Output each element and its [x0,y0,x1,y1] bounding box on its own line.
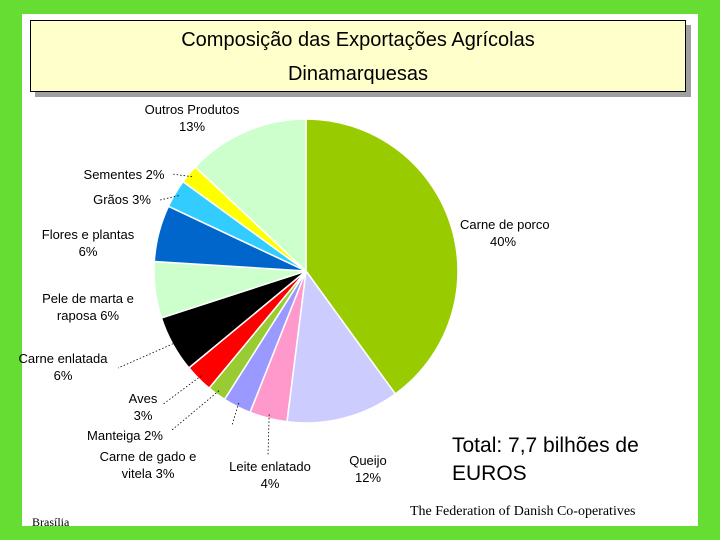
slice-label: Leite enlatado 4% [229,459,311,491]
slice-label: Carne enlatada 6% [19,351,109,383]
slice-label: Sementes 2% [84,167,165,182]
leader-line [231,402,240,426]
footer-source: The Federation of Danish Co-operatives [410,504,636,519]
slice-label: Pele de marta e raposa 6% [42,291,134,323]
chart-title-line-2: Dinamarquesas [287,63,429,85]
pie-slice-queijo [286,269,397,424]
leader-line [267,414,270,456]
leader-line [161,375,202,406]
leader-line [171,390,220,431]
slice-label: Outros Produtos 13% [145,102,240,134]
pie-slice-outros-produtos [194,118,307,273]
slice-label: Carne de porco 40% [460,217,550,249]
total-text-line-1: Total: 7,7 bilhões de [452,434,639,457]
leader-line [117,341,177,369]
total-text-line-2: EUROS [452,462,527,485]
slice-label: Manteiga 2% [87,428,163,443]
slice-label: Grãos 3% [93,192,151,207]
slice-label: Queijo 12% [349,453,387,485]
chart-title-line-1: Composição das Exportações Agrícolas [181,29,535,51]
total-text: Total: 7,7 bilhões de EUROS [452,432,702,488]
footer-location: Brasília [32,515,70,529]
slice-label: Flores e plantas 6% [42,227,135,259]
slice-label: Carne de gado e vitela 3% [100,449,197,481]
slice-label: Aves 3% [129,391,158,423]
pie-slice-carne-de-porco [305,118,459,396]
chart-title-box: Composição das Exportações Agrícolas Din… [30,20,686,92]
